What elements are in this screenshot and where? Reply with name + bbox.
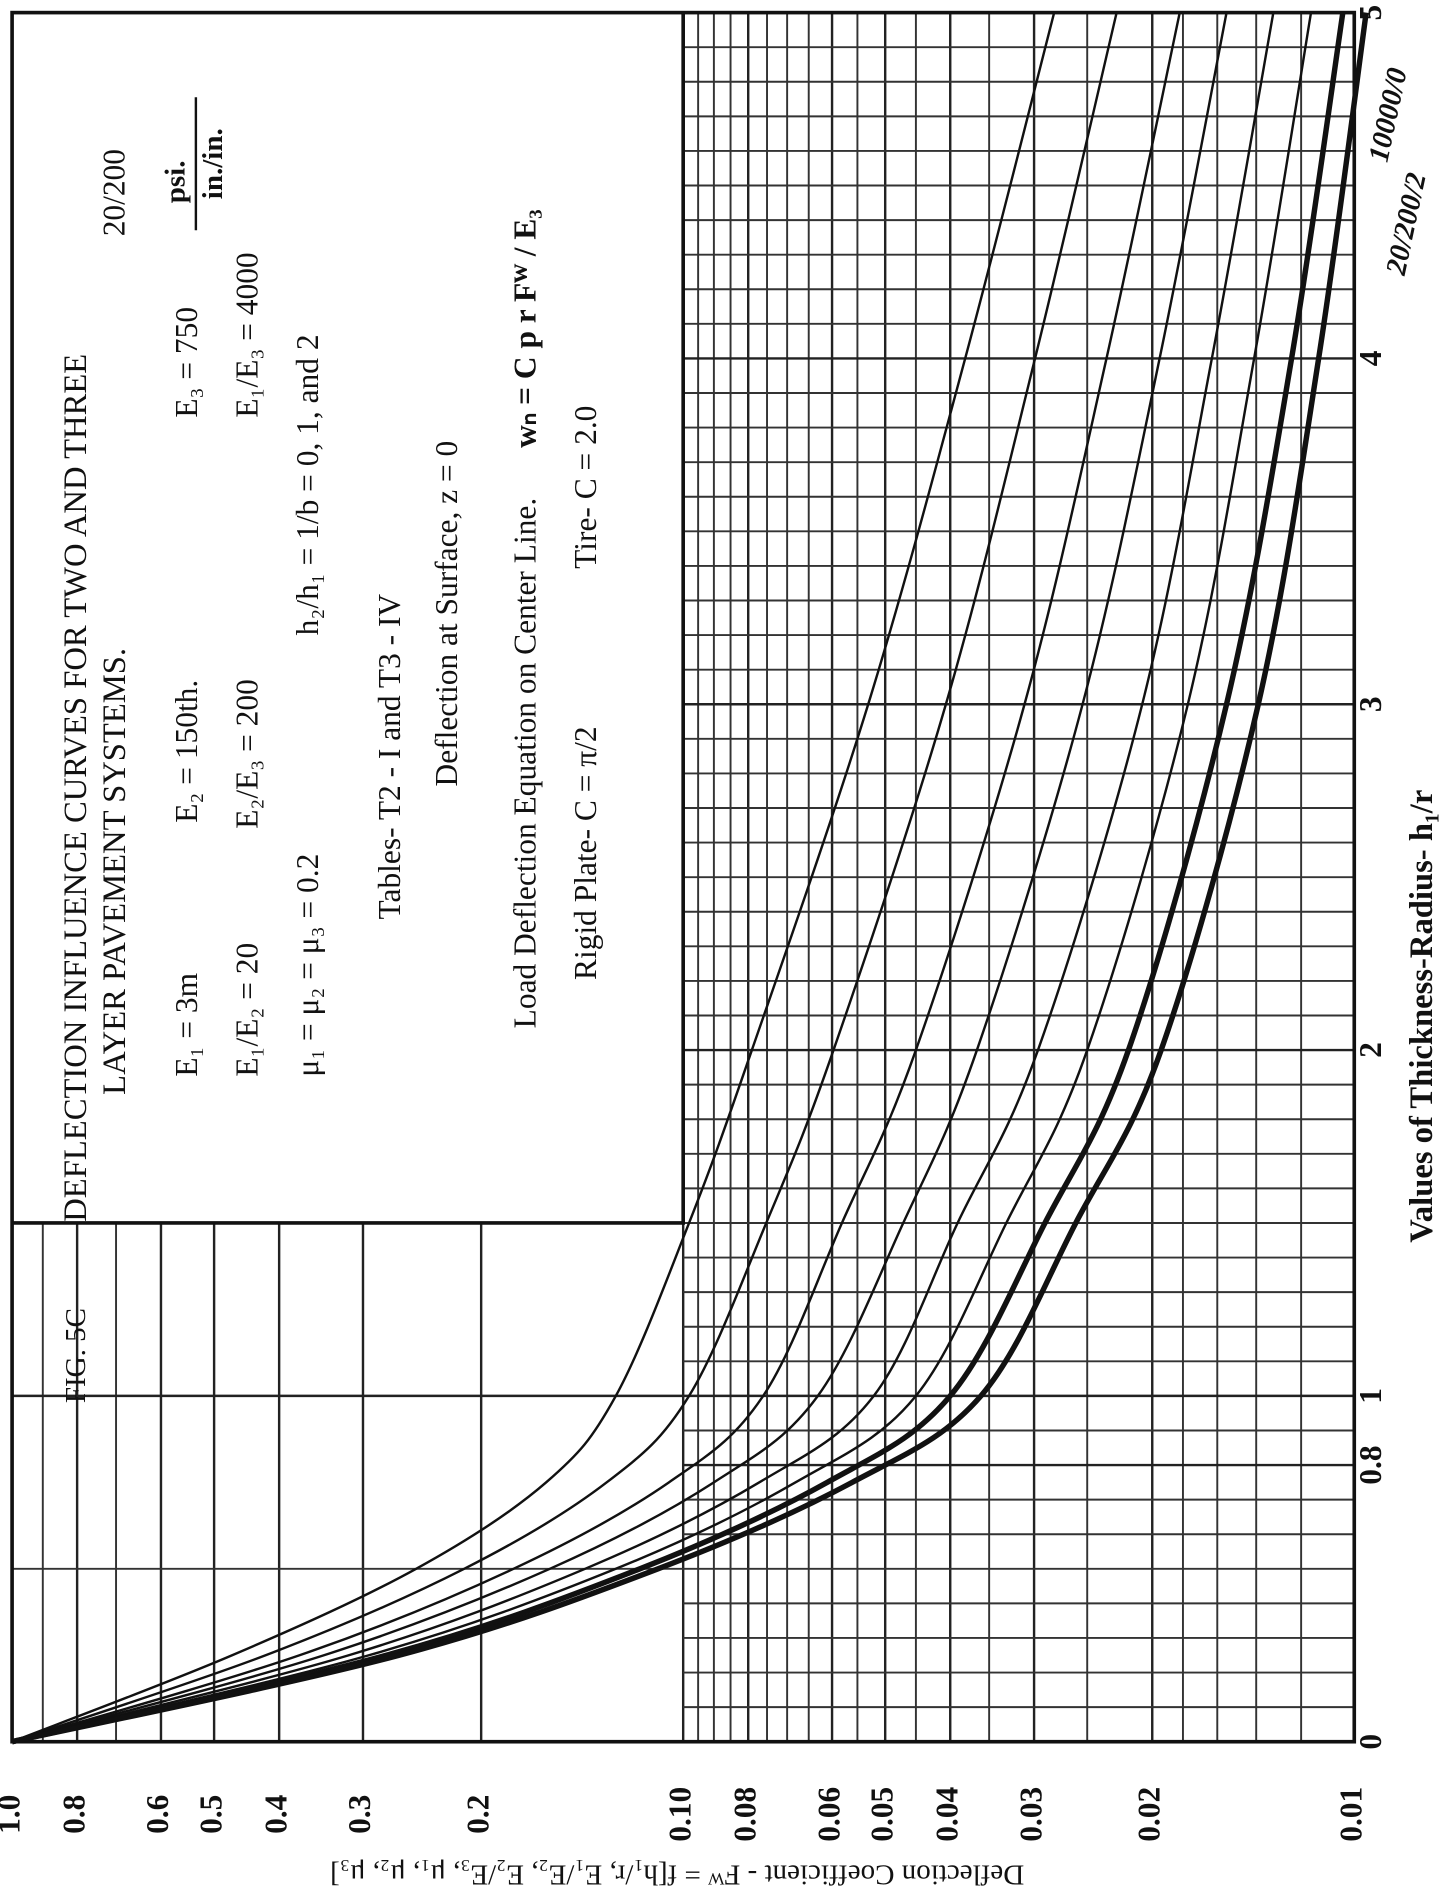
parameter: E₁ = 3m — [169, 973, 204, 1077]
y-tick-label: 0.5 — [193, 1795, 228, 1834]
note: Load Deflection Equation on Center Line. — [508, 498, 543, 1029]
figure-label: FIG. 5C — [60, 1308, 92, 1403]
parameter: E₁/E₃ = 4000 — [230, 252, 265, 417]
curve — [11, 12, 1313, 1743]
x-tick-label: 4 — [1353, 350, 1388, 366]
labels: 1.0 0.8 0.6 0.5 0.4 0.3 0.2 0.10 0.08 0.06 0.05 0.0… — [0, 5, 1440, 1891]
unit: psi. — [159, 161, 191, 204]
chart-title: DEFLECTION INFLUENCE CURVES FOR TWO AND … — [58, 354, 94, 1222]
curve — [11, 12, 1369, 1745]
y-tick-label: 0.06 — [811, 1787, 846, 1842]
curve — [11, 12, 1228, 1743]
parameter: h₂/h₁ = 1/b = 0, 1, and 2 — [290, 334, 325, 635]
y-tick-label: 0.10 — [662, 1787, 697, 1842]
curves — [11, 12, 1369, 1745]
y-tick-label: 0.08 — [727, 1787, 762, 1842]
curve — [11, 12, 1346, 1745]
curve — [11, 12, 1056, 1743]
x-tick-label: 0.8 — [1353, 1445, 1388, 1484]
y-tick-label: 0.8 — [56, 1795, 91, 1834]
chart-subtitle: 20/200 — [97, 149, 132, 236]
x-axis-label: Values of Thickness-Radius- h₁/r — [1404, 790, 1440, 1243]
parameter: μ₁ = μ₂ = μ₃ = 0.2 — [290, 854, 325, 1077]
x-tick-label: 3 — [1353, 696, 1388, 712]
parameter: E₃ = 750 — [169, 307, 204, 418]
curve — [11, 12, 1118, 1743]
curve — [11, 12, 1181, 1743]
unit: in./in. — [197, 128, 229, 199]
y-tick-label: 0.6 — [140, 1795, 175, 1834]
note: Rigid Plate- C = π/2 — [568, 726, 603, 980]
parameter: E₂ = 150th. — [169, 680, 204, 823]
x-tick-label: 1 — [1353, 1388, 1388, 1404]
note: Tables- T2 - I and T3 - IV — [372, 594, 407, 920]
y-tick-label: 0.4 — [258, 1794, 293, 1834]
y-axis-label: Deflection Coefficient - Fᵂ = f[h₁/r, E₁… — [330, 1859, 1024, 1891]
y-tick-label: 0.02 — [1131, 1787, 1166, 1842]
curve — [11, 12, 1275, 1743]
y-tick-label: 0.03 — [1013, 1787, 1048, 1842]
panel-border — [12, 12, 685, 1225]
note: wₙ = C p r Fᵂ / E₃ — [508, 209, 543, 448]
parameter: E₂/E₃ = 200 — [230, 679, 265, 829]
y-tick-label: 0.01 — [1333, 1787, 1368, 1842]
x-tick-label: 5 — [1353, 5, 1388, 21]
note: Tire- C = 2.0 — [568, 406, 603, 569]
y-tick-label: 0.04 — [929, 1786, 964, 1841]
y-tick-label: 0.2 — [460, 1795, 495, 1834]
y-tick-label: 1.0 — [0, 1795, 26, 1834]
y-tick-label: 0.3 — [342, 1795, 377, 1834]
note: Deflection at Surface, z = 0 — [429, 441, 464, 787]
x-tick-label: 0 — [1353, 1734, 1388, 1750]
x-tick-label: 2 — [1353, 1042, 1388, 1058]
parameter: E₁/E₂ = 20 — [230, 943, 265, 1077]
chart-title: LAYER PAVEMENT SYSTEMS. — [97, 648, 133, 1095]
y-tick-label: 0.05 — [864, 1787, 899, 1842]
